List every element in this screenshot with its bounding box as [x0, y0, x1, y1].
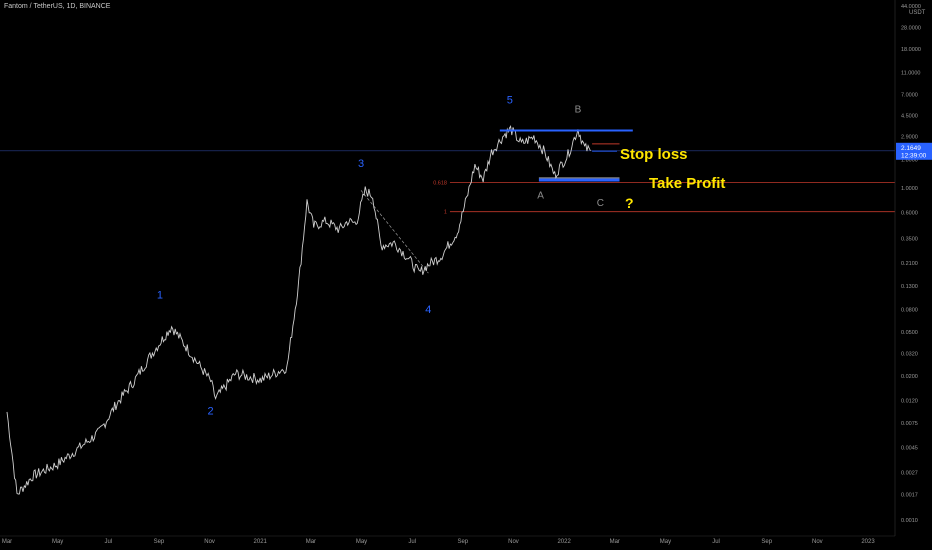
price-tick-label: 0.2100: [901, 261, 918, 267]
take-profit-annotation: Take Profit: [649, 175, 725, 192]
time-tick-label: Nov: [204, 539, 215, 545]
time-tick-label: Mar: [2, 539, 12, 545]
price-tick-label: 1.8000: [901, 158, 918, 164]
price-tick-label: 4.5000: [901, 114, 918, 120]
price-tick-label: 0.0120: [901, 399, 918, 405]
price-tick-label: 1.0000: [901, 186, 918, 192]
time-tick-label: Sep: [457, 539, 468, 545]
symbol-title: Fantom / TetherUS, 1D, BINANCE: [4, 3, 111, 10]
wave-label: 5: [507, 94, 513, 106]
abc-label: A: [537, 191, 544, 202]
time-tick-label: 2023: [861, 539, 875, 545]
wave-label: 4: [425, 304, 431, 316]
price-tick-label: 7.0000: [901, 92, 918, 98]
price-tick-label: 0.0010: [901, 518, 918, 524]
price-series: [6, 125, 591, 495]
price-tick-label: 44.0000: [901, 4, 921, 10]
stop-loss-annotation: Stop loss: [620, 146, 688, 163]
price-tag-countdown: 12:39:00: [901, 152, 927, 159]
time-tick-label: Nov: [508, 539, 519, 545]
price-axis[interactable]: 44.0000 28.0000 18.0000 11.0000 7.0000 4.5000…: [894, 0, 932, 536]
price-tick-label: 0.6000: [901, 210, 918, 216]
price-tick-label: 0.0320: [901, 351, 918, 357]
price-tick-label: 0.1300: [901, 284, 918, 290]
time-tick-label: May: [660, 539, 671, 545]
fib-level-label: 0.618: [433, 180, 447, 186]
price-tick-label: 0.0500: [901, 330, 918, 336]
price-tick-label: 18.0000: [901, 47, 921, 53]
range-lines: [499, 129, 633, 182]
time-tick-label: Jul: [408, 539, 416, 545]
time-tick-label: May: [52, 539, 63, 545]
time-tick-label: Mar: [306, 539, 316, 545]
price-tick-label: 0.3500: [901, 236, 918, 242]
time-tick-label: Sep: [761, 539, 772, 545]
time-tick-label: Sep: [154, 539, 165, 545]
wave-label: 2: [208, 405, 214, 417]
abc-label: B: [575, 105, 582, 116]
fib-level-label: 1: [444, 210, 447, 216]
price-tick-label: 11.0000: [901, 71, 920, 77]
time-tick-label: 2022: [557, 539, 571, 545]
price-tick-label: 28.0000: [901, 26, 921, 32]
question-annotation: ?: [625, 195, 634, 211]
price-tag-value: 2.1649: [901, 145, 921, 152]
wave-connector-line: [360, 190, 429, 274]
time-axis[interactable]: Mar May Jul Sep Nov 2021 Mar May Jul Sep Nov 2022 Ma…: [0, 535, 895, 545]
price-tick-label: 2.9000: [901, 135, 918, 141]
time-tick-label: 2021: [254, 539, 268, 545]
currency-label: USDT: [909, 10, 926, 16]
price-tick-label: 0.0027: [901, 470, 918, 476]
wave-labels: 1 2 3 4 5 A B C Stop loss Take Profit?: [157, 94, 726, 417]
wave-label: 3: [358, 158, 364, 170]
time-tick-label: Jul: [104, 539, 112, 545]
time-tick-label: Mar: [610, 539, 620, 545]
price-line: [6, 125, 591, 495]
price-tick-label: 0.0200: [901, 374, 918, 380]
time-tick-label: May: [356, 539, 367, 545]
abc-label: C: [597, 198, 604, 209]
drawing-lines: 0.618 1: [0, 150, 895, 274]
price-tick-label: 0.0045: [901, 446, 918, 452]
price-tick-label: 0.0075: [901, 421, 918, 427]
time-tick-label: Jul: [712, 539, 720, 545]
price-tick-label: 0.0800: [901, 307, 918, 313]
price-tag: [896, 142, 932, 160]
wave-label: 1: [157, 290, 163, 302]
time-tick-label: Nov: [812, 539, 823, 545]
price-tick-label: 0.0017: [901, 492, 918, 498]
